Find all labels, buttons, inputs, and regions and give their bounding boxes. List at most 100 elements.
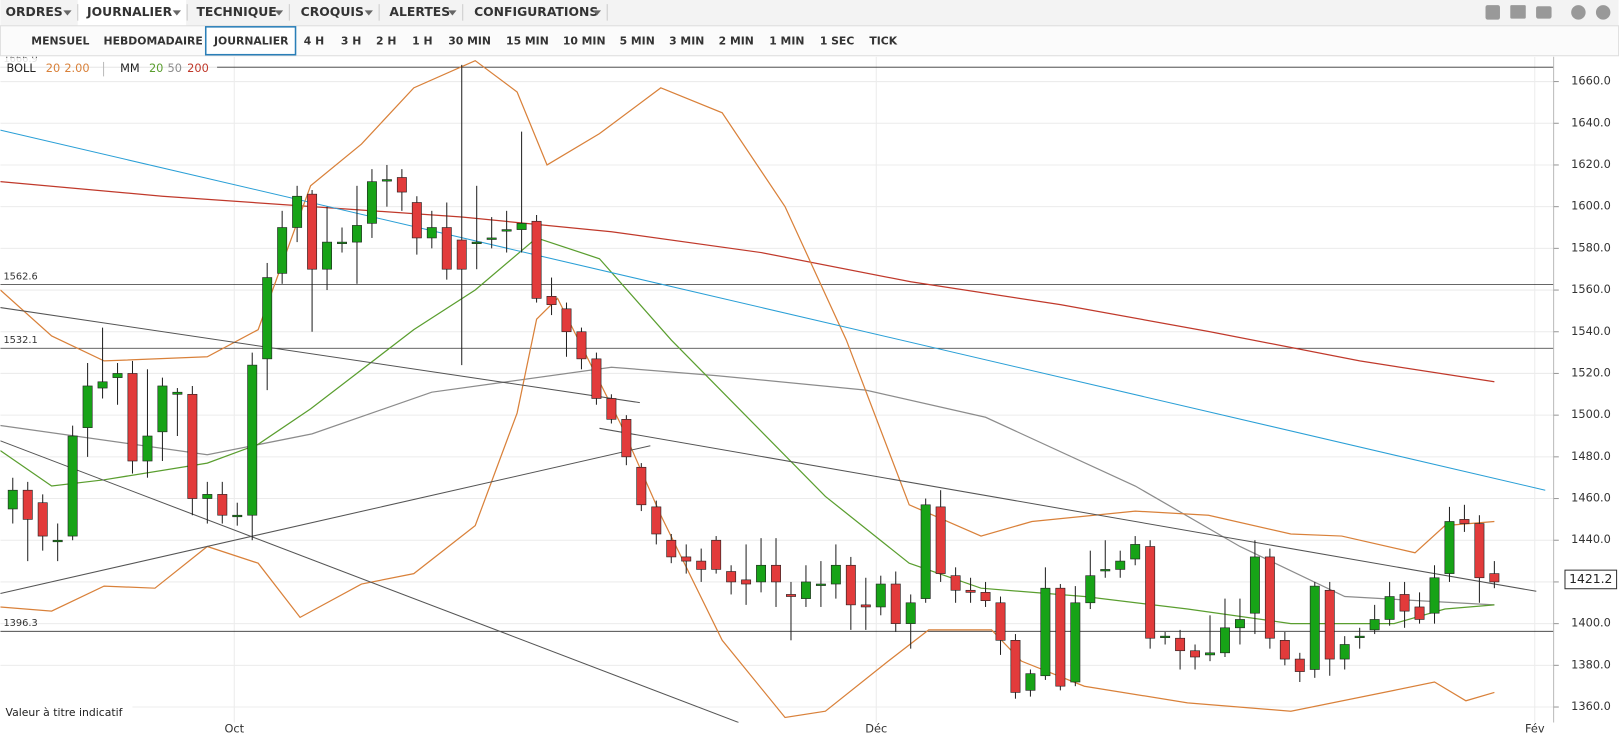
candle-body xyxy=(1384,596,1395,620)
icon-layers[interactable] xyxy=(1485,5,1500,20)
candle-body xyxy=(37,502,48,537)
menu-arrow xyxy=(172,10,181,16)
y-tick-label: 1500.0 xyxy=(1571,407,1611,421)
candle-body xyxy=(711,539,722,570)
timeframe[interactable]: 3 H xyxy=(341,34,361,47)
candle-body xyxy=(1070,602,1081,683)
timeframe[interactable]: 1 MIN xyxy=(769,34,804,47)
icon-help[interactable] xyxy=(1595,5,1611,20)
menu-item[interactable]: ORDRES xyxy=(6,5,63,19)
y-tick-label: 1380.0 xyxy=(1571,657,1611,671)
legend-boll: BOLL xyxy=(7,61,37,75)
candle-body xyxy=(322,241,333,270)
legend-mm: MM xyxy=(120,61,140,75)
candle-body xyxy=(292,195,303,228)
candle-body xyxy=(1145,546,1156,639)
menu-item[interactable]: TECHNIQUE xyxy=(196,5,276,19)
candle-body xyxy=(486,237,497,240)
candle-body xyxy=(1309,585,1320,670)
candle-body xyxy=(636,466,647,506)
timeframe[interactable]: 30 MIN xyxy=(448,34,491,47)
timeframe[interactable]: 5 MIN xyxy=(620,34,655,47)
timeframe[interactable]: 10 MIN xyxy=(563,34,606,47)
candle-body xyxy=(1474,523,1485,579)
candle-body xyxy=(97,381,108,389)
trend-line xyxy=(0,440,739,723)
candle-body xyxy=(741,579,752,585)
menu-item[interactable]: CROQUIS xyxy=(301,5,364,19)
candle-body xyxy=(411,202,422,239)
candle-body xyxy=(756,564,767,583)
x-tick-label: Fév xyxy=(1525,722,1545,736)
menu-arrow xyxy=(364,10,373,16)
icon-image[interactable] xyxy=(1510,5,1526,19)
candle-body xyxy=(591,358,602,399)
candle-body xyxy=(1444,521,1455,574)
legend-mm-200: 200 xyxy=(187,61,209,75)
icon-print[interactable] xyxy=(1536,6,1552,19)
menu-active xyxy=(77,0,187,26)
y-tick-label: 1640.0 xyxy=(1571,115,1611,129)
legend-bg xyxy=(0,57,218,81)
candle-body xyxy=(366,181,377,224)
y-tick-label: 1620.0 xyxy=(1571,157,1611,171)
candle-body xyxy=(1339,644,1350,660)
legend-mm-20: 20 xyxy=(149,61,163,75)
timeframe[interactable]: 4 H xyxy=(304,34,324,47)
candle-body xyxy=(1010,640,1021,693)
candle-body xyxy=(1085,575,1096,604)
candle-body xyxy=(426,227,437,239)
candle-body xyxy=(22,489,33,520)
timeframe[interactable]: HEBDOMADAIRE xyxy=(104,34,203,47)
candle-body xyxy=(606,398,617,420)
footer-note: Valeur à titre indicatif xyxy=(6,706,124,719)
candle-body xyxy=(561,308,572,333)
menu-item[interactable]: CONFIGURATIONS xyxy=(474,5,598,19)
timeframe-active xyxy=(204,26,297,56)
legend-boll-period: 20 xyxy=(46,61,60,75)
timeframe[interactable]: JOURNALIER xyxy=(213,34,289,47)
horizontal-line-label: 1532.1 xyxy=(3,335,37,346)
timeframe[interactable]: 15 MIN xyxy=(506,34,549,47)
menu-item[interactable]: JOURNALIER xyxy=(86,5,173,19)
candle-body xyxy=(1354,635,1365,638)
candle-body xyxy=(1040,587,1051,677)
candle-body xyxy=(456,239,467,270)
candle-body xyxy=(52,539,63,543)
timeframe[interactable]: TICK xyxy=(869,34,897,47)
menu-arrow xyxy=(592,10,602,16)
timeframe[interactable]: MENSUEL xyxy=(31,34,89,47)
candle-body xyxy=(1294,658,1305,672)
candle-body xyxy=(1100,569,1111,572)
timeframe[interactable]: 2 MIN xyxy=(719,34,754,47)
indicator-line xyxy=(0,366,1495,606)
candle-body xyxy=(830,564,841,585)
candle-body xyxy=(1324,589,1335,660)
candle-body xyxy=(1130,544,1141,560)
icon-settings[interactable] xyxy=(1571,5,1586,20)
timeframe[interactable]: 1 SEC xyxy=(820,34,854,47)
candle-body xyxy=(950,575,961,591)
y-tick-label: 1440.0 xyxy=(1571,532,1611,546)
candle-body xyxy=(1175,637,1186,652)
menu-arrow xyxy=(63,10,72,16)
candle-body xyxy=(7,489,18,510)
timeframe[interactable]: 1 H xyxy=(412,34,432,47)
y-tick-label: 1520.0 xyxy=(1571,365,1611,379)
menu-bar xyxy=(0,0,1619,26)
candle-body xyxy=(217,494,228,516)
menu-item[interactable]: ALERTES xyxy=(389,5,450,19)
candle-body xyxy=(202,494,213,499)
candle-body xyxy=(262,277,273,360)
candle-body xyxy=(935,506,946,574)
y-tick-label: 1660.0 xyxy=(1571,74,1611,88)
timeframe[interactable]: 2 H xyxy=(376,34,396,47)
candle-body xyxy=(471,241,482,244)
candle-body xyxy=(187,393,198,499)
candle-body xyxy=(965,589,976,593)
y-tick-label: 1600.0 xyxy=(1571,199,1611,213)
candle-body xyxy=(875,583,886,608)
candle-body xyxy=(920,504,931,599)
candle-body xyxy=(1220,627,1230,654)
timeframe[interactable]: 3 MIN xyxy=(669,34,704,47)
